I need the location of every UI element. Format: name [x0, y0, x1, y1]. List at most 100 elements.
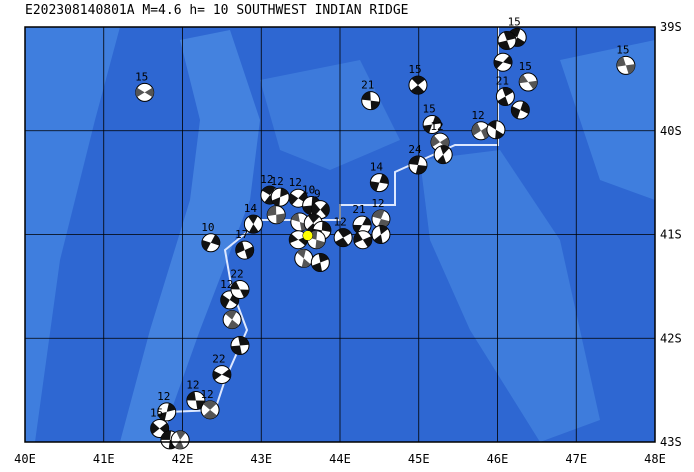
beachball — [212, 365, 232, 385]
depth-label: 10 — [201, 221, 214, 234]
depth-label: 12 — [371, 197, 384, 210]
compression-quadrant — [231, 281, 249, 298]
depth-label: 14 — [244, 202, 258, 215]
beachball — [493, 52, 513, 72]
compression-quadrant — [150, 422, 169, 435]
beachball — [270, 187, 290, 207]
compression-quadrant — [296, 249, 311, 268]
compression-quadrant — [497, 87, 514, 106]
compression-quadrant — [135, 87, 154, 98]
compression-quadrant — [267, 205, 286, 224]
compression-quadrant — [616, 56, 635, 74]
depth-label: 12 — [271, 175, 284, 188]
beachball — [230, 336, 250, 356]
depth-label: 12 — [289, 176, 302, 189]
beachball — [510, 100, 530, 120]
depth-label: 21 — [352, 203, 365, 216]
depth-label: 15 — [408, 63, 421, 76]
depth-label: 15 — [135, 70, 148, 83]
beachball — [518, 72, 538, 92]
depth-label: 10 — [302, 183, 315, 196]
x-tick-label: 41E — [93, 452, 115, 466]
beachball — [369, 173, 389, 193]
compression-quadrant — [306, 214, 320, 233]
compression-quadrant — [271, 188, 289, 207]
beachball — [310, 253, 330, 273]
x-tick-label: 46E — [487, 452, 509, 466]
compression-quadrant — [289, 191, 308, 205]
beachball — [495, 87, 515, 107]
depth-label: 15 — [519, 60, 532, 73]
compression-quadrant — [488, 120, 504, 139]
depth-label: 21 — [496, 75, 509, 88]
depth-label: 9 — [314, 188, 321, 201]
depth-label: 14 — [370, 161, 384, 174]
x-tick-label: 48E — [644, 452, 666, 466]
depth-label: 12 — [260, 173, 273, 186]
beachball — [408, 155, 428, 175]
depth-label: 15 — [150, 407, 163, 420]
compression-quadrant — [373, 225, 389, 244]
beachball — [333, 228, 353, 248]
beachball — [288, 188, 308, 208]
compression-quadrant — [353, 217, 372, 234]
depth-label: 12 — [334, 216, 347, 229]
beachball — [361, 91, 381, 111]
compression-quadrant — [437, 145, 450, 164]
compression-quadrant — [311, 202, 330, 217]
compression-quadrant — [353, 232, 372, 248]
title: E202308140801A M=4.6 h= 10 SOUTHWEST IND… — [25, 3, 409, 18]
beachball — [616, 55, 636, 75]
compression-quadrant — [519, 74, 538, 90]
compression-quadrant — [291, 213, 309, 231]
x-tick-label: 42E — [172, 452, 194, 466]
compression-quadrant — [372, 209, 390, 228]
beachball — [157, 402, 177, 422]
y-tick-label: 40S — [660, 124, 682, 138]
bathymetry — [420, 150, 600, 442]
depth-label: 12 — [186, 379, 199, 392]
beachball — [200, 400, 220, 420]
x-tick-label: 44E — [329, 452, 351, 466]
compression-quadrant — [225, 310, 239, 329]
depth-label: 15 — [508, 15, 521, 28]
compression-quadrant — [186, 391, 205, 410]
beachball — [135, 82, 155, 102]
compression-quadrant — [235, 241, 254, 259]
compression-quadrant — [201, 234, 220, 251]
compression-quadrant — [248, 215, 259, 234]
y-tick-label: 42S — [660, 331, 682, 345]
depth-label: 12 — [157, 390, 170, 403]
beachball — [186, 391, 206, 410]
depth-label: 22 — [230, 267, 243, 280]
compression-quadrant — [423, 116, 442, 133]
depth-label: 17 — [235, 228, 248, 241]
y-tick-label: 41S — [660, 228, 682, 242]
compression-quadrant — [174, 430, 186, 449]
compression-quadrant — [231, 336, 249, 355]
depth-label: 24 — [408, 143, 422, 156]
x-tick-label: 43E — [250, 452, 272, 466]
compression-quadrant — [289, 233, 308, 246]
beachball — [266, 205, 286, 225]
beachball — [222, 310, 242, 330]
compression-quadrant — [494, 55, 512, 69]
compression-quadrant — [409, 155, 427, 174]
epicenter — [302, 230, 313, 241]
depth-label: 12 — [430, 120, 443, 133]
depth-label: 15 — [616, 43, 629, 56]
beachball — [422, 115, 442, 135]
beachball — [201, 233, 221, 253]
beachball — [230, 279, 250, 299]
depth-label: 12 — [200, 388, 213, 401]
compression-quadrant — [302, 196, 321, 215]
depth-label: 22 — [212, 353, 225, 366]
x-tick-label: 47E — [565, 452, 587, 466]
depth-label: 12 — [220, 278, 233, 291]
depth-label: 15 — [423, 103, 436, 116]
compression-quadrant — [410, 76, 426, 95]
x-tick-label: 45E — [408, 452, 430, 466]
compression-quadrant — [509, 28, 525, 47]
